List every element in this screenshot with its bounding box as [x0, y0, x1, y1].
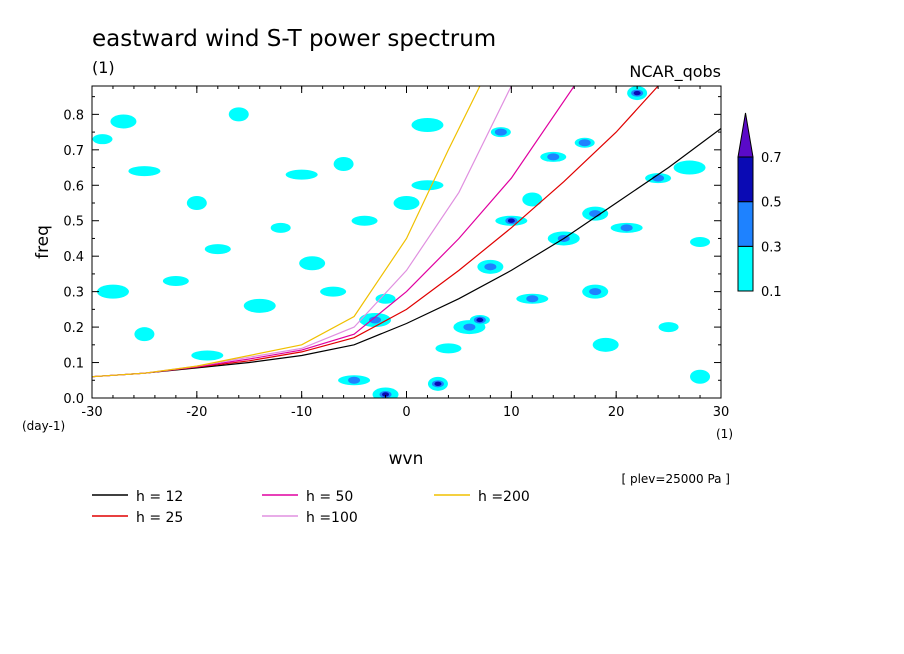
x-tick-label: -20: [186, 405, 207, 420]
chart-subtitle-left: (1): [92, 58, 115, 77]
contour-blob-low: [228, 107, 249, 122]
contour-blob-mid: [620, 224, 633, 232]
legend-label: h = 12: [136, 489, 183, 505]
contour-blob-low: [658, 322, 679, 333]
x-tick-label: 10: [503, 405, 520, 420]
contour-blob-low: [690, 369, 711, 384]
colorbar-segment: [737, 156, 754, 203]
colorbar-segment: [737, 201, 754, 247]
y-tick-label: 0.5: [63, 215, 84, 230]
x-axis: -30 -20 -10 0 10 20 30: [81, 86, 729, 420]
x-tick-label: 0: [402, 405, 410, 420]
colorbar-segment: [737, 245, 754, 292]
contour-blob-low: [351, 215, 378, 226]
contour-blob-mid: [547, 153, 560, 161]
y-tick-label: 0.7: [63, 144, 84, 159]
legend-label: h = 25: [136, 510, 183, 526]
y-tick-label: 0.0: [63, 392, 84, 407]
colorbar-label: 0.3: [761, 240, 782, 255]
x-axis-label: wvn: [389, 449, 424, 469]
colorbar-arrow: [737, 112, 754, 158]
legend-label: h =100: [306, 510, 358, 526]
contour-blob-low: [411, 118, 444, 132]
contour-blob-low: [96, 284, 129, 299]
contour-blob-low: [435, 343, 462, 354]
x-tick-label: -10: [291, 405, 312, 420]
contour-blob-low: [243, 298, 276, 313]
chart-subtitle-right: NCAR_qobs: [629, 62, 721, 82]
contour-blob-mid: [526, 295, 539, 303]
legend: h = 12 h = 25 h = 50 h =100 h =200: [92, 489, 530, 526]
contour-blob-mid: [494, 128, 507, 136]
contour-blob-mid: [463, 323, 476, 331]
contour-blob-low: [333, 157, 354, 171]
x-tick-label: 30: [713, 405, 730, 420]
plot-area: [92, 86, 721, 398]
colorbar-label: 0.1: [761, 285, 782, 300]
contour-blob-low: [270, 222, 291, 233]
y-tick-label: 0.2: [63, 321, 84, 336]
contour-blob-low: [320, 286, 347, 297]
legend-label: h = 50: [306, 489, 353, 505]
contour-blob-mid: [589, 288, 602, 296]
y-axis-unit: (day-1): [22, 419, 65, 433]
colorbar-label: 0.5: [761, 196, 782, 211]
contour-blob-low: [690, 237, 711, 247]
contour-blob-low: [92, 134, 113, 145]
contour-blob-mid: [589, 210, 602, 218]
contour-blob-low: [522, 192, 543, 207]
contour-blob-low: [128, 166, 161, 177]
contour-blob-low: [393, 196, 420, 210]
y-tick-label: 0.1: [63, 357, 84, 372]
contour-blob-low: [299, 256, 326, 271]
series-line: [92, 86, 481, 378]
contour-blob-low: [134, 327, 155, 342]
contour-blob-high: [434, 381, 442, 387]
contour-blob-low: [191, 350, 224, 361]
contour-blob-low: [592, 337, 619, 352]
contour-blob-mid: [369, 316, 382, 324]
y-axis-label: freq: [33, 225, 53, 259]
y-axis: 0.0 0.1 0.2 0.3 0.4 0.5 0.6 0.7 0.8: [63, 96, 721, 407]
contour-blob-mid: [348, 376, 361, 384]
colorbar: 0.1 0.3 0.5 0.7: [737, 112, 782, 300]
y-tick-label: 0.8: [63, 108, 84, 123]
contour-blob-high: [476, 317, 484, 323]
chart-title: eastward wind S-T power spectrum: [92, 26, 496, 52]
contour-blob-low: [375, 293, 396, 304]
y-tick-label: 0.4: [63, 250, 84, 265]
contour-blob-low: [162, 276, 189, 286]
contour-blob-low: [204, 244, 231, 255]
contour-blob-low: [285, 169, 318, 180]
series-line: [92, 128, 721, 378]
y-tick-label: 0.3: [63, 286, 84, 301]
contour-fill: [92, 86, 711, 398]
contour-blob-high: [382, 392, 390, 397]
legend-label: h =200: [478, 489, 530, 505]
x-tick-label: -30: [81, 405, 102, 420]
level-note: [ plev=25000 Pa ]: [621, 472, 730, 486]
x-tick-label: 20: [608, 405, 625, 420]
contour-blob-high: [633, 90, 641, 96]
x-axis-unit: (1): [716, 427, 733, 441]
contour-blob-low: [411, 180, 444, 191]
contour-blob-low: [110, 114, 137, 129]
y-tick-label: 0.6: [63, 179, 84, 194]
colorbar-label: 0.7: [761, 151, 782, 166]
contour-blob-mid: [484, 263, 497, 271]
contour-blob-high: [507, 218, 515, 223]
contour-blob-mid: [578, 139, 591, 147]
dispersion-curves: [92, 86, 721, 378]
contour-blob-low: [673, 160, 706, 175]
contour-blob-low: [186, 196, 207, 210]
